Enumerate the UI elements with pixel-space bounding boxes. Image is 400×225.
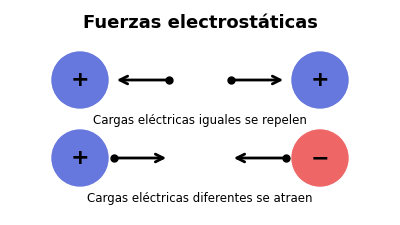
Text: −: − (311, 148, 329, 168)
Text: +: + (311, 70, 329, 90)
Circle shape (292, 52, 348, 108)
Circle shape (292, 130, 348, 186)
Text: +: + (71, 70, 89, 90)
Text: Cargas eléctricas iguales se repelen: Cargas eléctricas iguales se repelen (93, 114, 307, 127)
Circle shape (52, 52, 108, 108)
Text: Cargas eléctricas diferentes se atraen: Cargas eléctricas diferentes se atraen (87, 192, 313, 205)
Circle shape (52, 130, 108, 186)
Text: +: + (71, 148, 89, 168)
Text: Fuerzas electrostáticas: Fuerzas electrostáticas (82, 14, 318, 32)
